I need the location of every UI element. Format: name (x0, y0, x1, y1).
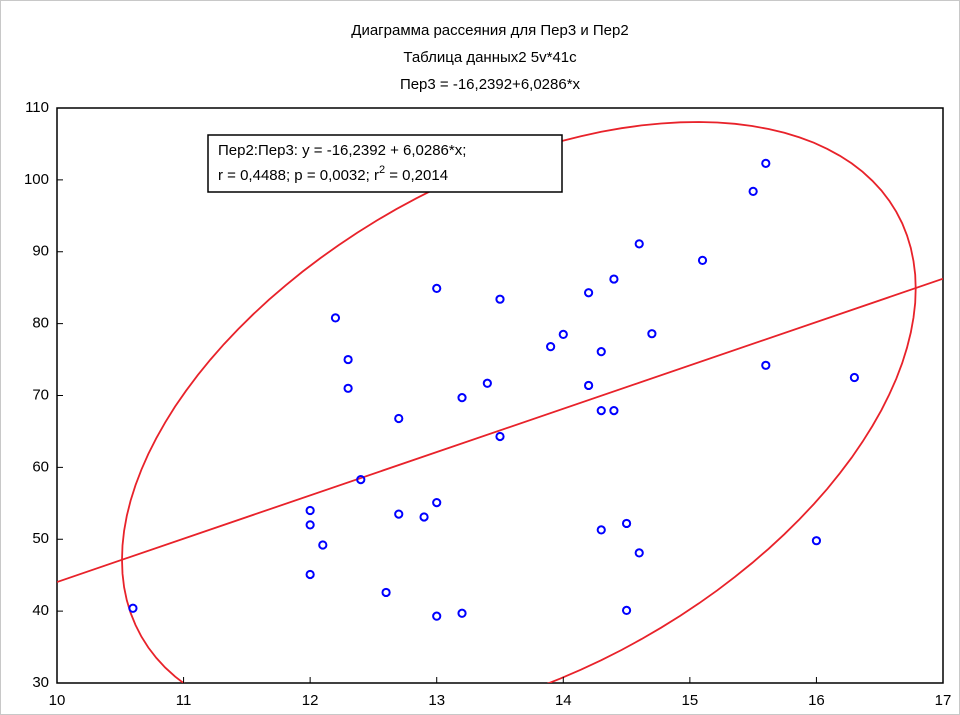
legend-text: = 0,2014 (385, 167, 448, 184)
point (495, 431, 505, 442)
point (457, 608, 467, 618)
point (609, 405, 619, 416)
x-tick-label: 12 (302, 692, 319, 709)
point (621, 605, 632, 616)
x-tick-label: 11 (176, 692, 192, 709)
legend-text: r = 0,4488; p = 0,0032; r (218, 167, 379, 184)
legend-box (207, 134, 563, 193)
legend-text: Пер2:Пер3: y = -16,2392 + 6,0286*x; (218, 142, 466, 159)
chart-equation: Пер3 = -16,2392+6,0286*x (400, 76, 581, 93)
x-tick-label: 14 (555, 692, 572, 709)
point (482, 378, 492, 388)
x-tick-label: 10 (49, 692, 66, 709)
point (419, 512, 429, 522)
point (634, 239, 644, 249)
chart-subtitle: Таблица данных2 5v*41c (403, 49, 577, 66)
point (318, 540, 328, 550)
point (343, 354, 353, 365)
point (584, 288, 594, 298)
point (748, 186, 758, 196)
point (634, 548, 644, 558)
point (128, 603, 138, 613)
point (849, 372, 860, 383)
plot-area (57, 121, 943, 683)
point (546, 342, 556, 352)
point (432, 283, 442, 294)
point (647, 329, 657, 339)
y-tick-label: 50 (32, 530, 49, 547)
point (457, 393, 467, 403)
y-tick-label: 30 (32, 674, 49, 691)
point (584, 380, 594, 391)
point (305, 520, 315, 530)
legend-sup: 2 (379, 164, 385, 176)
x-tick-label: 13 (428, 692, 445, 709)
regression-line (57, 277, 943, 583)
x-tick-label: 17 (935, 692, 952, 709)
y-tick-label: 80 (32, 315, 49, 332)
point (609, 274, 619, 284)
point (811, 536, 822, 546)
point (330, 313, 341, 323)
point (343, 383, 353, 393)
point (596, 525, 606, 535)
point (381, 587, 391, 598)
point (495, 294, 505, 304)
x-tick-label: 15 (682, 692, 699, 709)
y-tick-label: 90 (32, 243, 49, 260)
point (394, 509, 404, 519)
x-tick-label: 16 (808, 692, 825, 709)
y-tick-label: 60 (32, 458, 49, 475)
point (356, 474, 366, 485)
chart-title: Диаграмма рассеяния для Пер3 и Пер2 (351, 22, 628, 39)
point (621, 518, 632, 529)
y-tick-label: 100 (24, 171, 49, 188)
point (305, 505, 315, 516)
point (558, 329, 568, 340)
y-tick-label: 70 (32, 386, 49, 403)
point (596, 405, 606, 416)
point (697, 255, 708, 265)
point (761, 158, 771, 168)
y-tick-label: 40 (32, 602, 49, 619)
point (761, 360, 771, 370)
point (596, 347, 606, 357)
point (432, 497, 442, 508)
legend-text: r = 0,4488; p = 0,0032; r2 = 0,2014 (218, 164, 448, 184)
point (432, 611, 442, 621)
y-tick-label: 110 (25, 99, 49, 116)
point (394, 413, 404, 424)
point (305, 569, 315, 580)
